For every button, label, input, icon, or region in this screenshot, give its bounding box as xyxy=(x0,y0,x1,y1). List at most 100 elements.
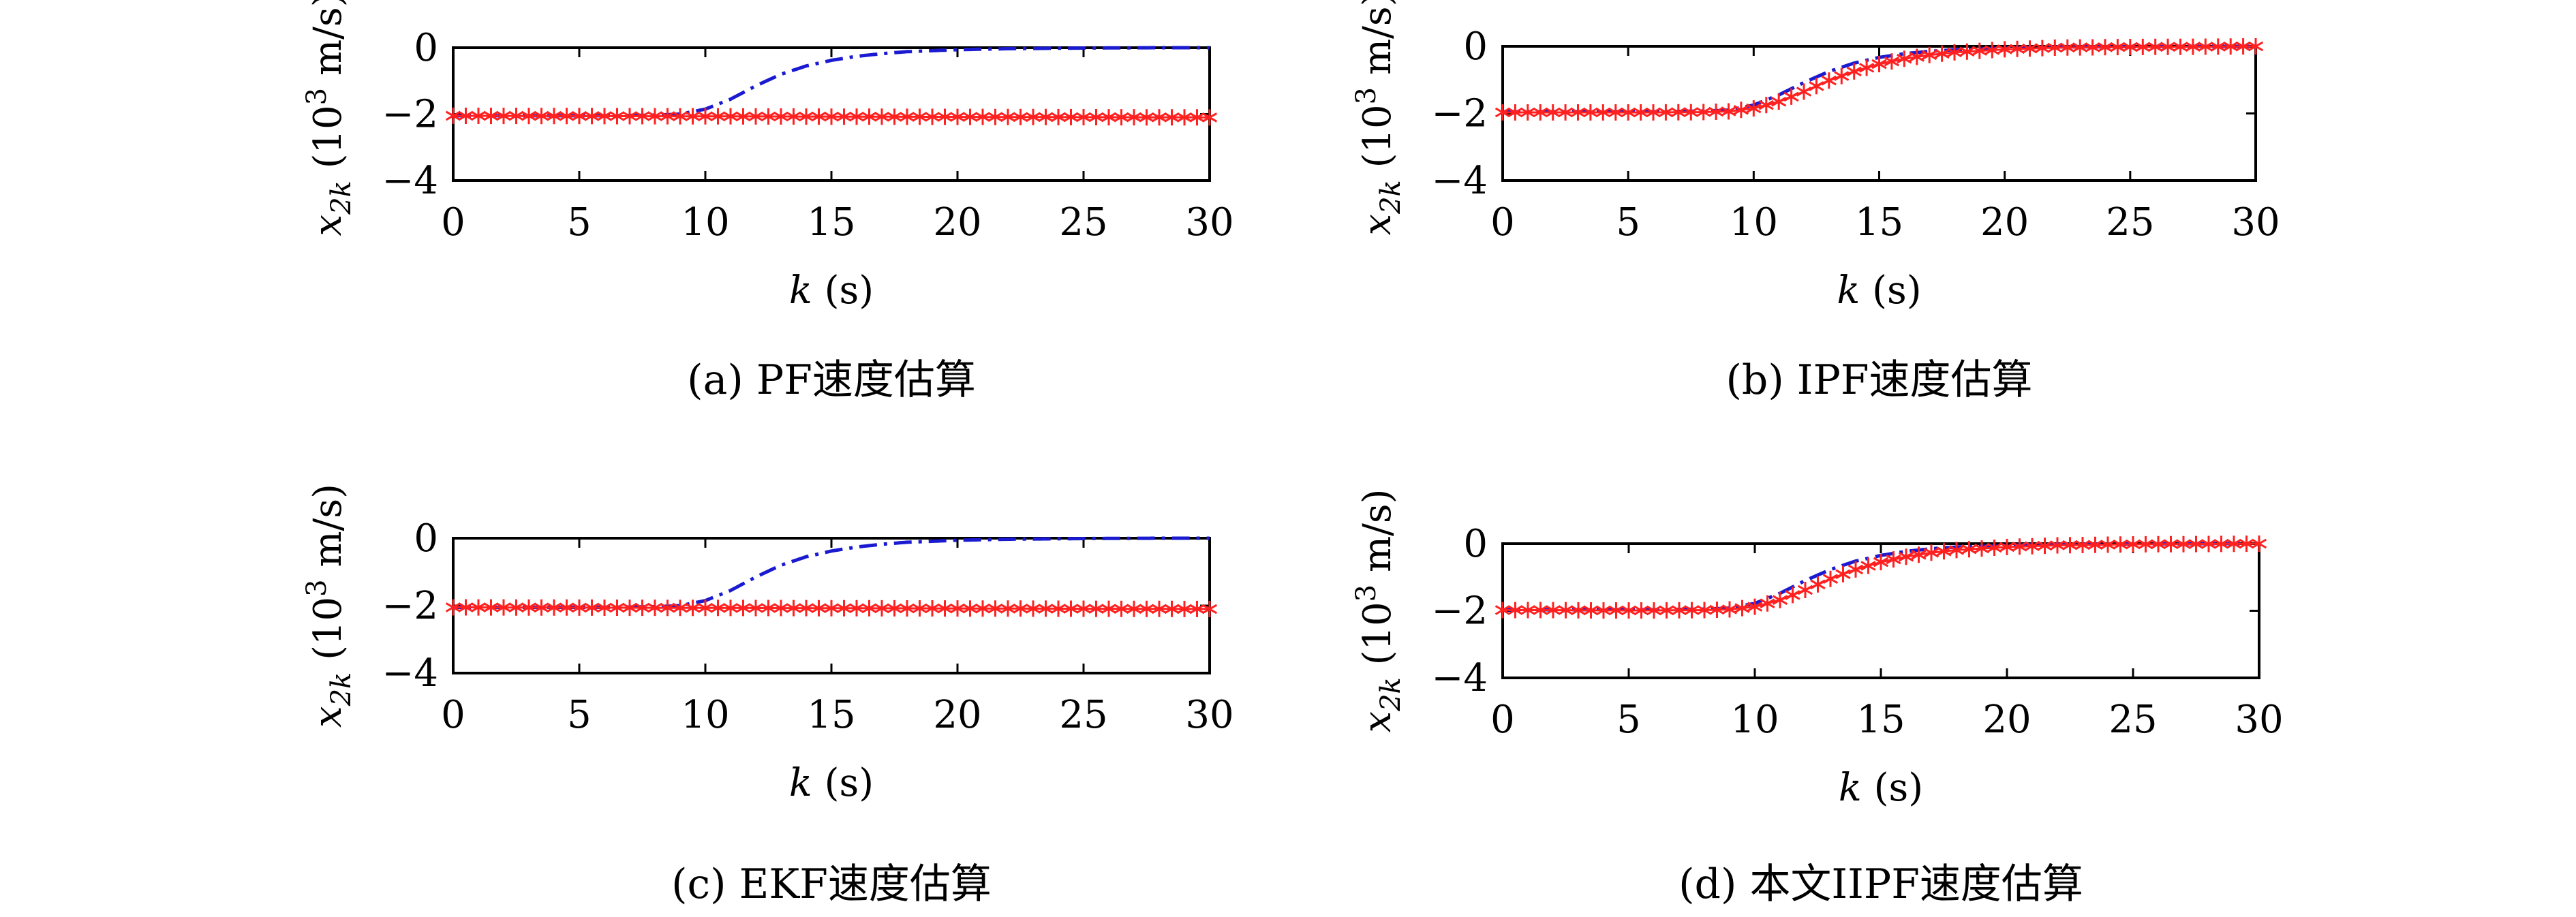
estimate-point xyxy=(622,600,638,617)
estimate-point xyxy=(912,108,927,125)
estimate-point xyxy=(660,600,675,617)
estimate-point xyxy=(1063,600,1079,617)
estimate-point xyxy=(949,600,966,617)
series-true-state-line xyxy=(1503,542,2259,612)
estimate-point xyxy=(1961,541,1977,558)
estimate-point xyxy=(1771,93,1787,110)
estimate-point xyxy=(1972,42,1987,59)
estimate-point xyxy=(2213,535,2229,553)
estimate-point xyxy=(1189,600,1205,617)
estimate-point xyxy=(912,600,927,617)
estimate-point xyxy=(672,600,688,617)
chart-panel-a: 0 5 10 15 20 25 30 0 −2 −4 x2k (103 m/s) k (s) (a) P… xyxy=(301,0,1234,404)
estimate-point xyxy=(2034,40,2051,57)
y-axis-label: x2k (103 m/s) xyxy=(301,0,357,236)
estimate-point xyxy=(823,108,840,125)
estimate-point xyxy=(1936,543,1952,560)
estimate-point xyxy=(1494,602,1511,619)
estimate-point xyxy=(1747,598,1763,615)
estimate-point xyxy=(2049,537,2066,554)
estimate-point xyxy=(2059,39,2075,56)
estimate-point xyxy=(508,108,524,125)
estimate-point xyxy=(937,600,953,617)
estimate-point xyxy=(1176,109,1193,126)
estimate-point xyxy=(458,108,474,124)
chart-panel-c: 0 5 10 15 20 25 30 0 −2 −4 x2k (103 m/s) k (s) (c) E… xyxy=(301,484,1234,908)
estimate-point xyxy=(1959,43,1975,60)
estimate-point xyxy=(1533,104,1548,121)
estimate-point xyxy=(735,108,751,125)
estimate-point xyxy=(2223,38,2239,55)
x-tick-label: 10 xyxy=(681,200,729,245)
estimate-point xyxy=(962,108,978,125)
estimate-point xyxy=(1176,600,1193,617)
y-tick-label: −4 xyxy=(1431,656,1488,700)
estimate-point xyxy=(861,600,877,617)
y-tick-label: −4 xyxy=(382,159,438,203)
estimate-point xyxy=(848,600,865,617)
estimate-point xyxy=(1164,109,1180,126)
estimate-point xyxy=(571,599,587,616)
estimate-point xyxy=(697,108,714,125)
estimate-point xyxy=(609,600,625,616)
estimate-point xyxy=(761,108,776,125)
estimate-point xyxy=(1558,602,1574,619)
estimate-point xyxy=(1909,48,1925,65)
estimate-point xyxy=(546,108,562,125)
series-true-state-line xyxy=(453,46,1210,118)
estimate-point xyxy=(1946,44,1963,61)
estimate-point xyxy=(647,600,663,617)
estimate-point xyxy=(1696,104,1711,121)
estimate-point xyxy=(761,600,776,617)
estimate-point xyxy=(495,108,512,125)
estimate-point xyxy=(2147,38,2163,55)
estimate-point xyxy=(2122,39,2138,55)
estimate-point xyxy=(2235,38,2251,55)
estimate-point xyxy=(975,600,991,617)
y-axis-label: x2k (103 m/s) xyxy=(301,484,357,728)
y-tick-label: −2 xyxy=(1431,92,1488,136)
estimate-point xyxy=(1974,540,1990,557)
estimate-point xyxy=(1721,103,1736,120)
estimate-point xyxy=(887,108,902,125)
estimate-point xyxy=(1139,600,1154,617)
estimate-point xyxy=(1151,109,1167,126)
estimate-point xyxy=(773,600,789,617)
estimate-point xyxy=(2175,535,2192,553)
estimate-point xyxy=(2239,535,2254,553)
estimate-point xyxy=(1835,565,1851,582)
estimate-point xyxy=(861,108,877,125)
estimate-point xyxy=(1126,600,1142,617)
y-tick-label: −2 xyxy=(382,93,438,137)
estimate-point xyxy=(697,600,714,617)
estimate-point xyxy=(1897,50,1912,67)
estimate-point xyxy=(1633,104,1649,121)
estimate-point xyxy=(1075,600,1092,617)
estimate-point xyxy=(2113,536,2128,553)
estimate-point xyxy=(1570,104,1586,121)
estimate-point xyxy=(1810,576,1826,593)
estimate-point xyxy=(1659,602,1674,619)
estimate-point xyxy=(1934,45,1950,62)
estimate-point xyxy=(1545,602,1561,619)
x-tick-label: 30 xyxy=(2235,698,2283,742)
estimate-point xyxy=(1846,63,1862,80)
estimate-point xyxy=(811,600,827,617)
estimate-point xyxy=(1796,83,1812,100)
estimate-point xyxy=(1997,41,2012,58)
x-tick-label: 15 xyxy=(1855,200,1903,245)
subfigure-caption: (a) PF速度估算 xyxy=(687,356,976,404)
estimate-point xyxy=(1999,538,2015,555)
estimate-point xyxy=(1746,100,1762,117)
estimate-point xyxy=(1670,104,1686,121)
estimate-point xyxy=(1507,104,1523,121)
estimate-point xyxy=(1922,46,1937,63)
estimate-point xyxy=(748,108,764,125)
estimate-point xyxy=(962,600,978,617)
estimate-point xyxy=(609,108,625,125)
estimate-point xyxy=(2210,38,2226,55)
estimate-point xyxy=(1671,602,1687,619)
estimate-point xyxy=(458,599,474,616)
estimate-point xyxy=(1088,600,1104,617)
